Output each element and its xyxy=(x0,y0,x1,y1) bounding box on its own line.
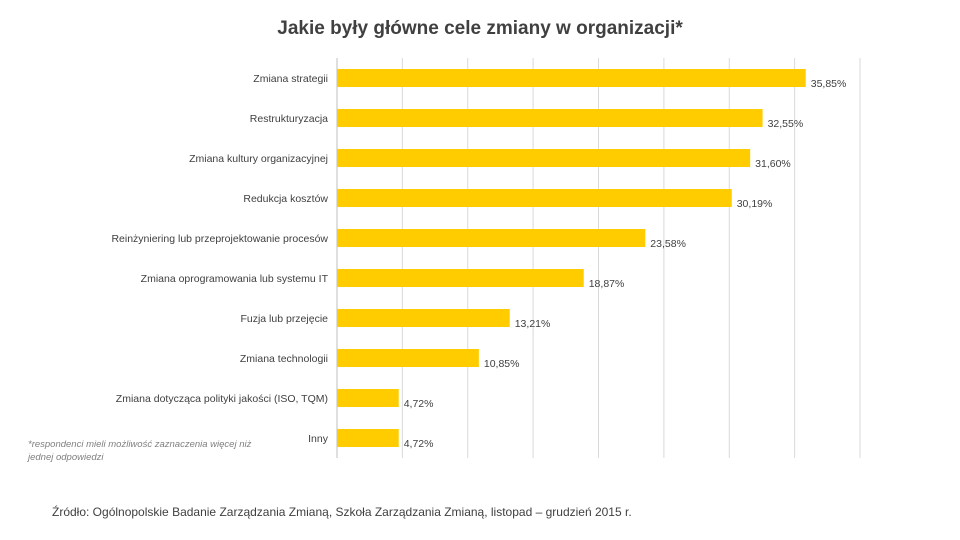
data-label: 31,60% xyxy=(755,158,791,170)
bar xyxy=(337,309,510,327)
category-label: Restrukturyzacja xyxy=(250,113,328,125)
category-label: Reinżyniering lub przeprojektowanie proc… xyxy=(111,233,328,245)
category-label: Zmiana technologii xyxy=(240,353,328,365)
chart-title: Jakie były główne cele zmiany w organiza… xyxy=(277,18,683,39)
data-label: 4,72% xyxy=(404,398,434,410)
category-label: Zmiana kultury organizacyjnej xyxy=(189,153,328,165)
bar xyxy=(337,229,646,247)
category-label: Inny xyxy=(308,433,329,445)
bar xyxy=(337,349,479,367)
gridlines xyxy=(336,58,861,458)
bar xyxy=(337,389,399,407)
bar xyxy=(337,189,732,207)
data-label: 23,58% xyxy=(650,238,686,250)
data-label: 18,87% xyxy=(589,278,625,290)
category-label: Fuzja lub przejęcie xyxy=(240,313,328,325)
bar xyxy=(337,149,751,167)
bar xyxy=(337,109,763,127)
bars xyxy=(337,69,806,447)
data-label: 13,21% xyxy=(515,318,551,330)
source-note: Źródło: Ogólnopolskie Badanie Zarządzani… xyxy=(52,505,632,519)
category-label: Zmiana dotycząca polityki jakości (ISO, … xyxy=(116,393,328,405)
category-label: Zmiana strategii xyxy=(253,73,328,85)
category-label: Redukcja kosztów xyxy=(243,193,328,205)
bar xyxy=(337,269,584,287)
category-label: Zmiana oprogramowania lub systemu IT xyxy=(141,273,329,285)
data-label: 10,85% xyxy=(484,358,520,370)
data-label: 30,19% xyxy=(737,198,773,210)
bar xyxy=(337,429,399,447)
data-label: 4,72% xyxy=(404,438,434,450)
data-label: 32,55% xyxy=(768,118,804,130)
data-label: 35,85% xyxy=(811,78,847,90)
category-labels: Zmiana strategii Restrukturyzacja Zmiana k… xyxy=(111,73,328,445)
footnote: *respondenci mieli możliwość zaznaczenia… xyxy=(28,439,252,463)
bar xyxy=(337,69,806,87)
value-labels: 35,85% 32,55% 31,60% 30,19% 23,58% 18,87% 13,2… xyxy=(404,78,847,450)
